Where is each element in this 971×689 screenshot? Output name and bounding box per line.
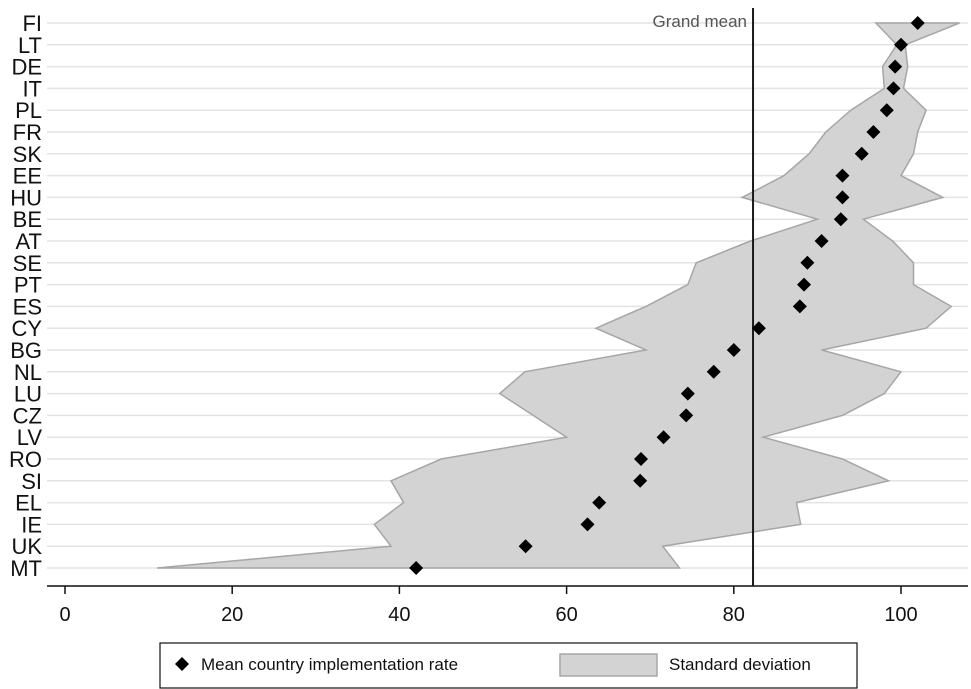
country-label-ee: EE — [13, 164, 42, 189]
country-label-bg: BG — [10, 338, 42, 363]
mean-marker-ie — [580, 517, 595, 532]
country-label-lv: LV — [17, 425, 43, 450]
country-label-si: SI — [21, 469, 42, 494]
country-label-lu: LU — [14, 382, 42, 407]
mean-marker-de — [888, 59, 903, 74]
mean-marker-cz — [679, 408, 694, 423]
mean-marker-es — [792, 299, 807, 314]
mean-marker-el — [592, 495, 607, 510]
mean-marker-si — [633, 473, 648, 488]
legend-band-label: Standard deviation — [669, 655, 811, 674]
mean-marker-ro — [634, 452, 649, 466]
mean-marker-it — [886, 81, 901, 96]
country-label-it: IT — [22, 76, 42, 101]
mean-marker-sk — [854, 146, 869, 161]
legend-diamond-icon — [175, 657, 189, 671]
mean-marker-lt — [894, 37, 908, 52]
country-label-nl: NL — [14, 360, 42, 385]
mean-marker-pl — [879, 103, 894, 118]
mean-marker-bg — [726, 343, 741, 357]
mean-marker-hu — [835, 190, 850, 205]
country-label-fr: FR — [13, 120, 42, 145]
mean-marker-be — [833, 212, 848, 227]
legend-band-swatch — [559, 653, 658, 677]
country-label-fi: FI — [22, 11, 42, 36]
country-label-es: ES — [13, 294, 42, 319]
mean-marker-fi — [910, 16, 925, 30]
country-label-el: EL — [15, 491, 42, 516]
country-label-se: SE — [13, 251, 42, 276]
country-label-de: DE — [11, 55, 42, 80]
mean-marker-uk — [518, 539, 533, 554]
mean-marker-fr — [866, 125, 881, 139]
country-label-lt: LT — [18, 33, 42, 58]
x-tick-label-100: 100 — [884, 604, 917, 626]
x-tick-label-60: 60 — [555, 604, 577, 626]
sd-band — [156, 22, 960, 569]
mean-marker-nl — [706, 364, 721, 379]
country-label-hu: HU — [10, 185, 42, 210]
x-tick-label-0: 0 — [59, 604, 70, 626]
mean-marker-ee — [835, 168, 850, 183]
legend-box — [159, 642, 858, 689]
country-label-uk: UK — [11, 534, 42, 559]
country-label-be: BE — [13, 207, 42, 232]
x-ticks: 0 20 40 60 80 100 — [59, 586, 918, 626]
mean-marker-se — [800, 255, 815, 270]
country-label-mt: MT — [10, 556, 42, 581]
country-label-sk: SK — [13, 142, 43, 167]
legend-marker-label: Mean country implementation rate — [201, 655, 458, 674]
x-tick-label-40: 40 — [388, 604, 410, 626]
country-label-pl: PL — [15, 98, 42, 123]
legend: Mean country implementation rate Standar… — [159, 642, 858, 689]
country-labels: FILTDEITPLFRSKEEHUBEATSEPTESCYBGNLLUCZLV… — [9, 11, 42, 581]
country-label-cy: CY — [11, 316, 42, 341]
country-label-pt: PT — [14, 273, 42, 298]
sd-band-layer — [156, 22, 960, 569]
mean-marker-pt — [797, 277, 812, 292]
x-tick-label-20: 20 — [221, 604, 243, 626]
mean-markers — [409, 16, 925, 575]
country-label-cz: CZ — [13, 403, 42, 428]
mean-marker-lu — [680, 386, 695, 401]
mean-marker-lv — [656, 430, 671, 445]
country-label-ro: RO — [9, 447, 42, 472]
country-label-ie: IE — [21, 512, 42, 537]
country-label-at: AT — [16, 229, 42, 254]
mean-marker-mt — [409, 561, 424, 575]
grand-mean-label: Grand mean — [653, 12, 748, 31]
grand-mean-layer: Grand mean — [653, 8, 755, 586]
mean-marker-cy — [751, 321, 766, 336]
mean-marker-at — [814, 234, 829, 248]
x-tick-label-80: 80 — [723, 604, 745, 626]
